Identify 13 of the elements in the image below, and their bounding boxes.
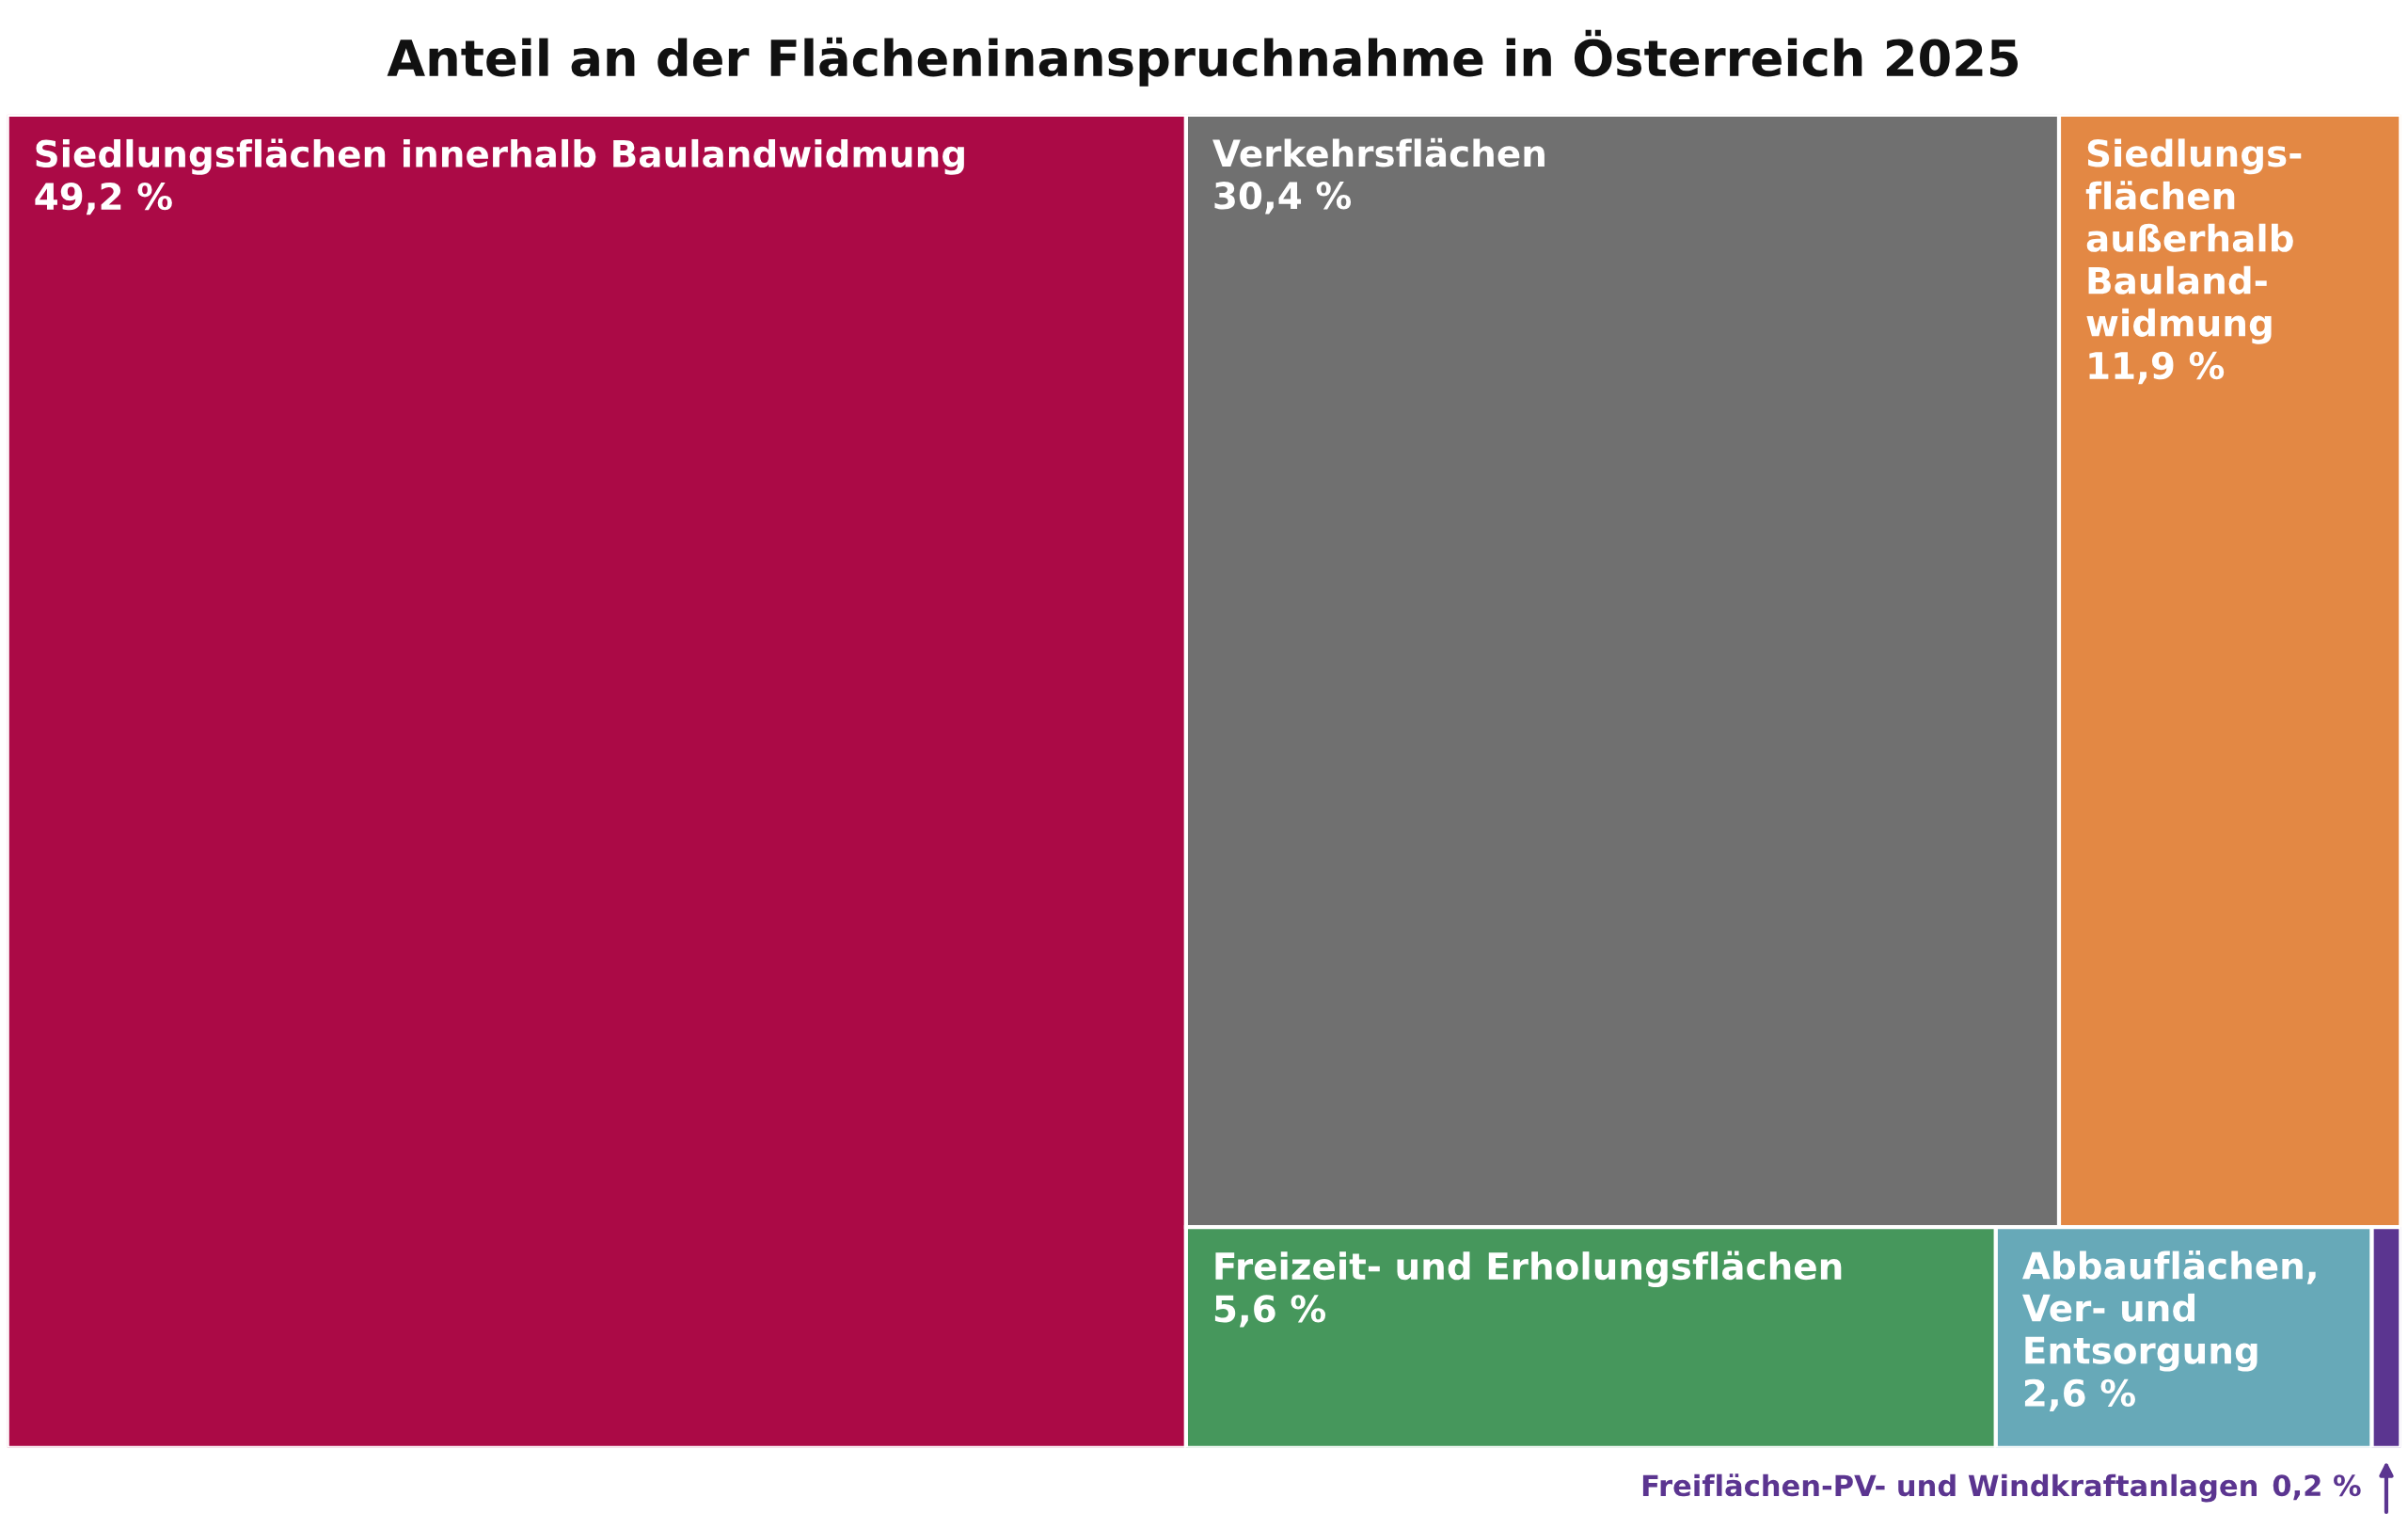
category-label: Siedlungsflächen innerhalb Baulandwidmung xyxy=(36,138,964,175)
data-label: 5,6 % xyxy=(1214,1295,1326,1328)
data-label: 49,2 % xyxy=(35,182,172,215)
data-label: 30,4 % xyxy=(1214,182,1352,215)
category-label: Verkehrsflächen xyxy=(1212,137,1545,167)
text: Anteil an der Flächeninanspruchnahme in Österreich 2025 xyxy=(387,29,2018,87)
category-label: Freiflächen-PV- und Windkraftanlagen xyxy=(1642,1473,2257,1503)
category-label: Abbauflächen, Ver- und Entsorgung xyxy=(2022,1250,2316,1372)
data-label: 2,6 % xyxy=(2024,1378,2135,1412)
category-label: Freizeit- und Erholungsflächen xyxy=(1215,1250,1842,1288)
data-label: 0,2 % xyxy=(2273,1474,2361,1501)
data-label: 11,9 % xyxy=(2089,351,2225,385)
category-label: Siedlungs- flächen außerhalb Bauland- widmung xyxy=(2085,138,2302,344)
